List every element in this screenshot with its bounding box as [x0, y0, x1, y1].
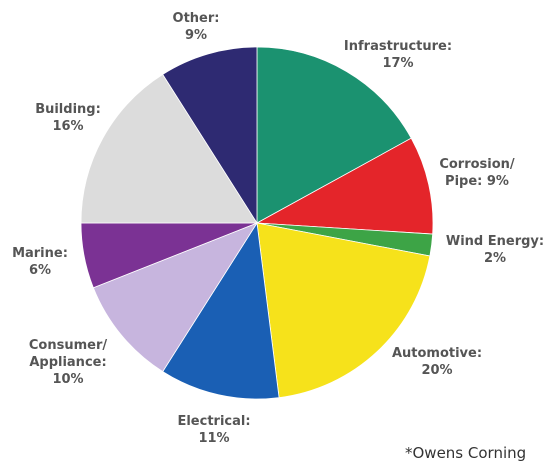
- pie-slice-automotive: [256, 222, 431, 399]
- pie-slice-infrastructure: [256, 46, 412, 224]
- pie-slice-consumer-appliance: [92, 222, 258, 373]
- slice-label-infrastructure: Infrastructure: 17%: [344, 39, 452, 71]
- slice-label-corrosion-pipe: Corrosion/Pipe: 9%: [439, 157, 515, 189]
- pie-slice-corrosion-pipe: [255, 137, 434, 235]
- pie-slice-electrical: [162, 221, 280, 400]
- source-note: *Owens Corning: [405, 444, 526, 462]
- pie-slice-other: [162, 46, 258, 225]
- slice-label-wind-energy: Wind Energy: 2%: [446, 234, 544, 266]
- slice-label-consumer-appliance: Consumer/Appliance: 10%: [29, 338, 107, 387]
- slice-label-other: Other: 9%: [173, 11, 220, 43]
- pie-slices: [80, 46, 434, 400]
- pie-slice-building: [80, 73, 258, 224]
- slice-label-building: Building: 16%: [35, 102, 101, 134]
- slice-label-automotive: Automotive: 20%: [392, 346, 482, 378]
- slice-label-electrical: Electrical: 11%: [177, 414, 250, 446]
- slice-label-marine: Marine: 6%: [12, 246, 68, 278]
- slice-labels: Infrastructure: 17% Corrosion/Pipe: 9% Wind…: [12, 11, 544, 446]
